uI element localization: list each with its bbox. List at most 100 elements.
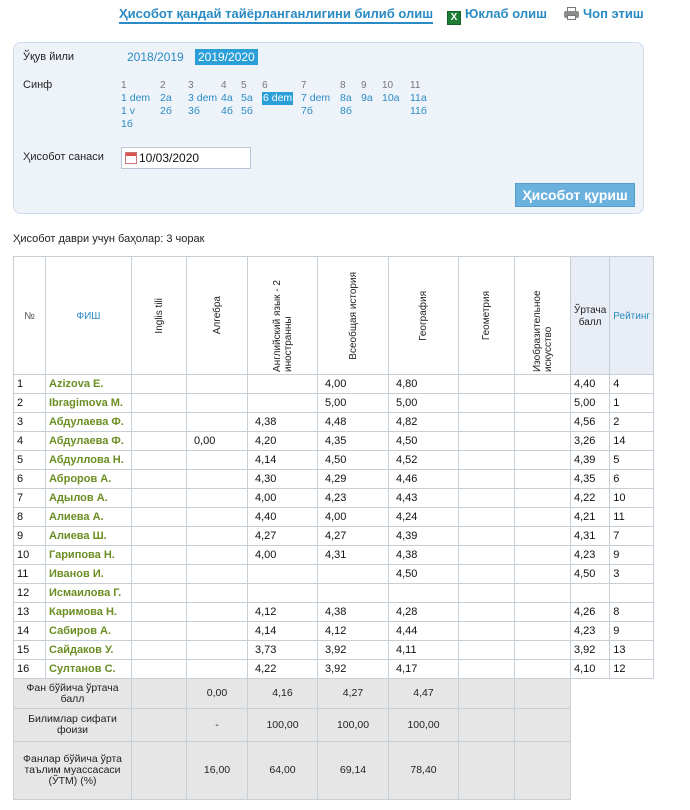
grade-cell xyxy=(186,469,248,489)
col-header-subject: Алгебра xyxy=(186,256,248,375)
grade-cell: 4,38 xyxy=(317,602,389,622)
grade-cell xyxy=(458,564,515,584)
class-option[interactable]: 4а xyxy=(221,92,233,104)
class-option[interactable]: 7 dem xyxy=(301,92,331,104)
average-cell: 4,26 xyxy=(569,602,611,622)
grade-cell: 4,50 xyxy=(317,450,389,470)
class-option[interactable]: 11б xyxy=(410,105,427,117)
class-option[interactable]: 10а xyxy=(382,92,400,104)
printer-icon xyxy=(564,7,579,20)
grade-cell: 4,12 xyxy=(247,602,318,622)
howto-link[interactable]: Ҳисобот қандай тайёрланганлигини билиб о… xyxy=(119,6,434,24)
grade-cell xyxy=(186,393,248,413)
grade-number: 1 xyxy=(121,80,127,91)
col-header-subject: Английский язык - 2 иностранны xyxy=(247,256,318,375)
class-option[interactable]: 8а xyxy=(340,92,352,104)
grade-cell xyxy=(514,564,571,584)
rating-cell: 3 xyxy=(609,564,654,584)
print-link[interactable]: Чоп этиш xyxy=(564,6,644,21)
student-name-link[interactable]: Гарипова Н. xyxy=(45,545,132,565)
student-name-link[interactable]: Каримова Н. xyxy=(45,602,132,622)
average-cell: 4,21 xyxy=(569,507,611,527)
grade-number: 2 xyxy=(160,80,166,91)
class-option[interactable]: 2б xyxy=(160,105,172,117)
student-name-link[interactable]: Абдуллова Н. xyxy=(45,450,132,470)
class-option[interactable]: 4б xyxy=(221,105,233,117)
table-row: 5 Абдуллова Н. 4,14 4,50 4,52 4,39 5 xyxy=(13,450,654,470)
download-link[interactable]: X Юклаб олиш xyxy=(447,6,547,25)
grade-cell xyxy=(458,659,515,679)
class-option[interactable]: 9а xyxy=(361,92,373,104)
class-option[interactable]: 1б xyxy=(121,118,133,130)
calendar-icon[interactable] xyxy=(125,152,137,164)
class-option[interactable]: 5б xyxy=(241,105,253,117)
student-name-link[interactable]: Алиева А. xyxy=(45,507,132,527)
grade-cell: 4,30 xyxy=(247,469,318,489)
rating-cell: 5 xyxy=(609,450,654,470)
grade-cell xyxy=(186,602,248,622)
student-name-link[interactable]: Аброров А. xyxy=(45,469,132,489)
student-name-link[interactable]: Абдулаева Ф. xyxy=(45,412,132,432)
grade-cell: 4,00 xyxy=(317,507,389,527)
average-cell: 4,39 xyxy=(569,450,611,470)
average-cell: 3,92 xyxy=(569,640,611,660)
table-row: 4 Абдулаева Ф. 0,00 4,20 4,35 4,50 3,26 14 xyxy=(13,431,654,451)
summary-cell: 100,00 xyxy=(247,708,318,742)
date-input[interactable]: 10/03/2020 xyxy=(121,147,251,169)
rating-cell: 8 xyxy=(609,602,654,622)
class-option[interactable]: 3б xyxy=(188,105,200,117)
grade-cell xyxy=(186,412,248,432)
summary-row: Билимлар сифати фоизи -100,00 100,00 100,00 xyxy=(13,708,654,742)
grade-cell: 4,38 xyxy=(247,412,318,432)
summary-cell xyxy=(131,741,187,800)
col-header-rating[interactable]: Рейтинг xyxy=(609,256,654,375)
grade-cell: 4,43 xyxy=(388,488,459,508)
grade-cell xyxy=(131,412,187,432)
class-option[interactable]: 11а xyxy=(410,92,427,104)
student-name-link[interactable]: Ibragimova M. xyxy=(45,393,132,413)
student-name-link[interactable]: Исмаилова Г. xyxy=(45,583,132,603)
class-option[interactable]: 8б xyxy=(340,105,352,117)
summary-cell: 0,00 xyxy=(186,678,248,709)
rating-cell xyxy=(609,583,654,603)
col-header-subject: География xyxy=(388,256,459,375)
rating-cell: 13 xyxy=(609,640,654,660)
grade-cell: 4,14 xyxy=(247,621,318,641)
grade-cell xyxy=(458,545,515,565)
grade-cell xyxy=(131,659,187,679)
student-name-link[interactable]: Azizova E. xyxy=(45,374,132,394)
grade-cell xyxy=(186,564,248,584)
grade-cell xyxy=(514,602,571,622)
class-option[interactable]: 3 dem xyxy=(188,92,218,104)
grade-cell xyxy=(131,374,187,394)
grade-cell: 0,00 xyxy=(186,431,248,451)
class-option[interactable]: 2а xyxy=(160,92,172,104)
class-option[interactable]: 7б xyxy=(301,105,313,117)
build-report-button[interactable]: Ҳисобот қуриш xyxy=(515,183,635,207)
row-number: 1 xyxy=(13,374,46,394)
row-number: 7 xyxy=(13,488,46,508)
year-option-2019-active[interactable]: 2019/2020 xyxy=(195,49,258,65)
student-name-link[interactable]: Сайдаков У. xyxy=(45,640,132,660)
col-header-name[interactable]: ФИШ xyxy=(45,256,132,375)
summary-cell xyxy=(514,678,571,709)
student-name-link[interactable]: Сабиров А. xyxy=(45,621,132,641)
rating-cell: 10 xyxy=(609,488,654,508)
student-name-link[interactable]: Алиева Ш. xyxy=(45,526,132,546)
student-name-link[interactable]: Абдулаева Ф. xyxy=(45,431,132,451)
class-option-active[interactable]: 6 dem xyxy=(262,92,294,105)
rating-cell: 6 xyxy=(609,469,654,489)
grade-cell: 4,20 xyxy=(247,431,318,451)
year-option-2018[interactable]: 2018/2019 xyxy=(127,50,184,64)
print-label: Чоп этиш xyxy=(583,6,644,21)
class-option[interactable]: 1 v xyxy=(121,105,136,117)
student-name-link[interactable]: Иванов И. xyxy=(45,564,132,584)
student-name-link[interactable]: Султанов С. xyxy=(45,659,132,679)
grade-cell xyxy=(514,621,571,641)
row-number: 14 xyxy=(13,621,46,641)
class-option[interactable]: 1 dem xyxy=(121,92,151,104)
class-option[interactable]: 5а xyxy=(241,92,253,104)
student-name-link[interactable]: Адылов А. xyxy=(45,488,132,508)
